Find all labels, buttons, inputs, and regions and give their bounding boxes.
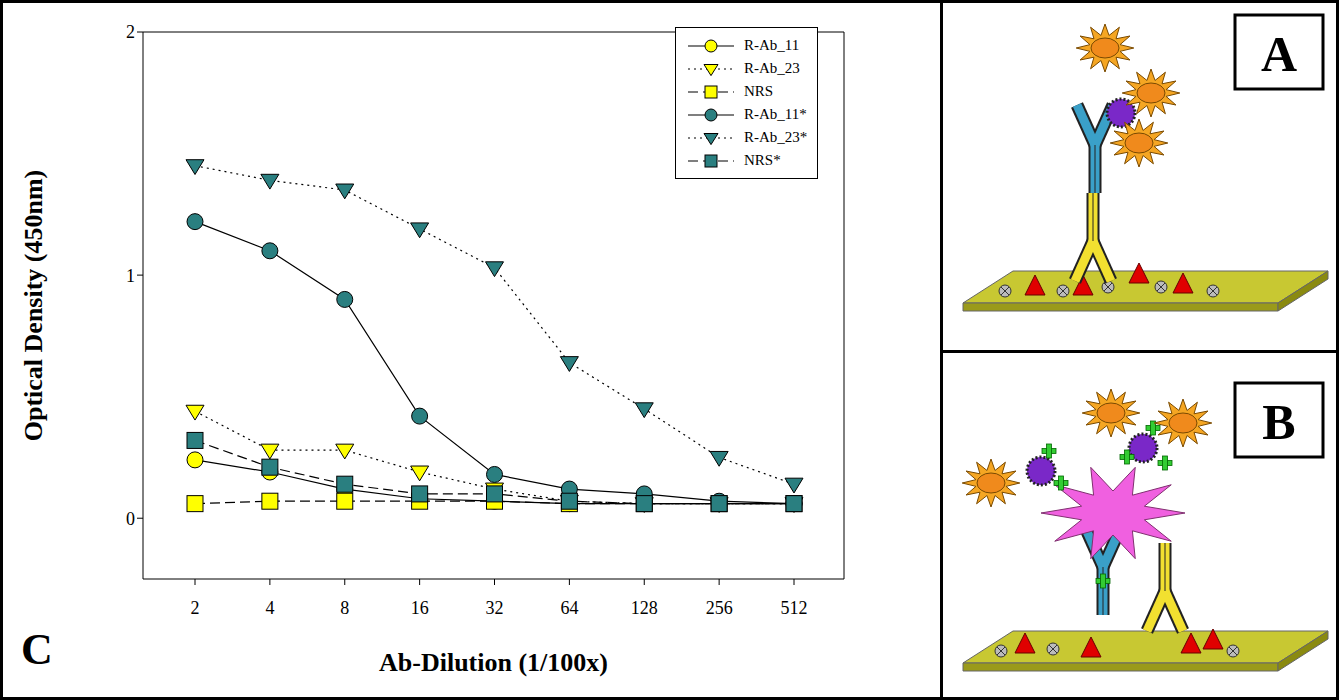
svg-text:256: 256 (706, 598, 733, 618)
html-text:NRS*: NRS* (744, 152, 781, 168)
svg-text:8: 8 (340, 598, 349, 618)
svg-text:Ab-Dilution (1/100x): Ab-Dilution (1/100x) (379, 648, 608, 677)
svg-text:1: 1 (126, 266, 135, 286)
html-text:R-Ab_11: R-Ab_11 (744, 37, 800, 53)
svg-text:128: 128 (631, 598, 658, 618)
html-text:R-Ab_11*: R-Ab_11* (744, 106, 807, 122)
html-text:R-Ab_23*: R-Ab_23* (744, 129, 808, 145)
svg-text:A: A (1261, 26, 1297, 82)
svg-text:64: 64 (560, 598, 578, 618)
svg-text:0: 0 (126, 509, 135, 529)
svg-text:4: 4 (265, 598, 274, 618)
svg-text:Optical Density (450nm): Optical Density (450nm) (19, 170, 48, 442)
svg-text:16: 16 (411, 598, 429, 618)
svg-text:32: 32 (486, 598, 504, 618)
svg-text:2: 2 (126, 22, 135, 42)
html-text:R-Ab_23: R-Ab_23 (744, 60, 800, 76)
html-text:C: C (21, 625, 53, 674)
svg-text:512: 512 (781, 598, 808, 618)
svg-text:2: 2 (191, 598, 200, 618)
svg-text:B: B (1262, 394, 1295, 450)
html-text:NRS: NRS (744, 83, 774, 99)
